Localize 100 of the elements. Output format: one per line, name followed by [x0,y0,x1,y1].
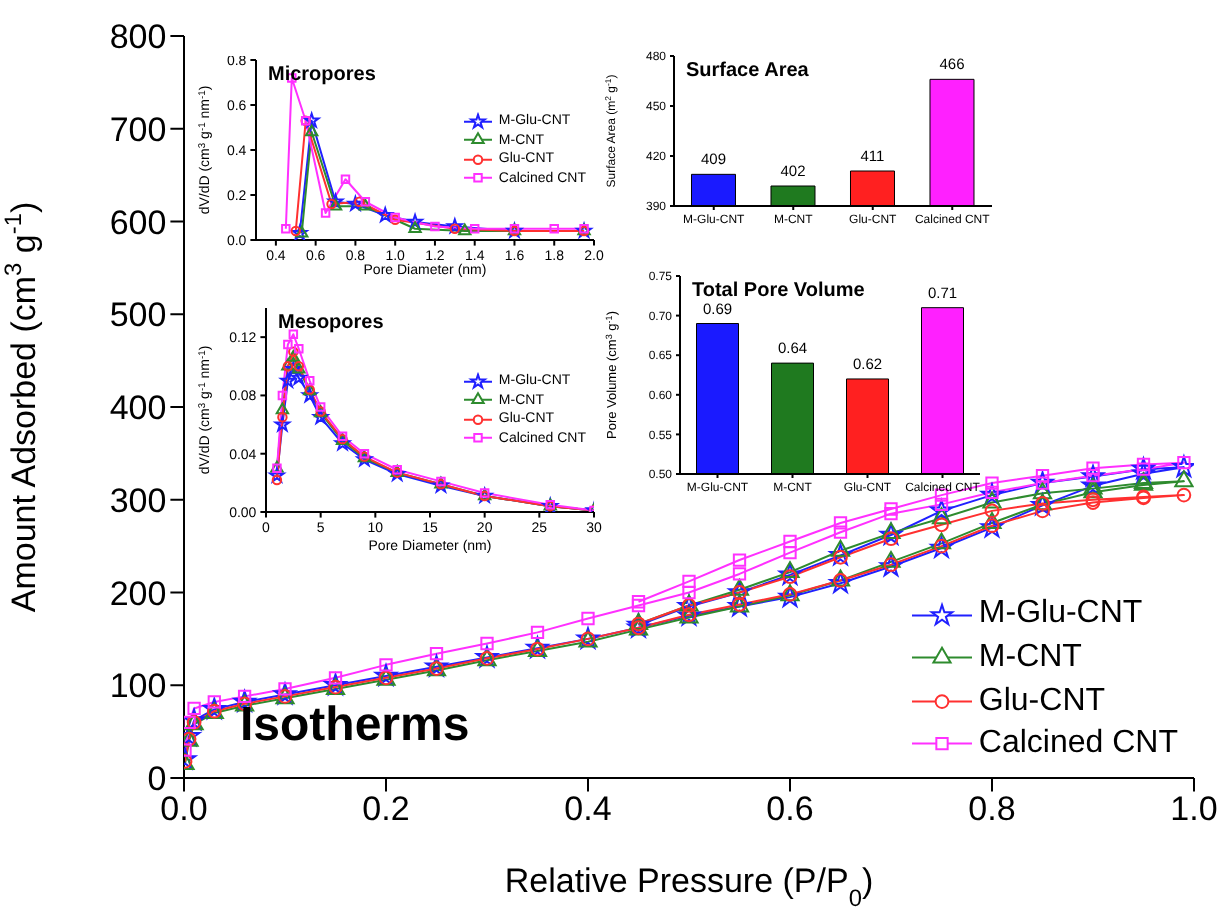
point [1031,471,1054,493]
point [985,476,999,490]
point [980,483,1004,505]
point [1174,470,1194,488]
chart-title: Surface Area [686,60,809,82]
point [879,523,903,545]
point [328,198,343,211]
x-tick-label: 0.8 [968,789,1016,828]
y-tick-label: 300 [109,481,167,520]
point [530,625,545,640]
legend-label: M-CNT [978,640,1082,677]
point [931,507,952,525]
point [884,507,898,521]
chart-title: Micropores [268,64,376,86]
point [377,207,393,222]
point [631,598,646,613]
point [1172,455,1194,477]
point [881,550,901,568]
y-tick-label: 700 [109,110,167,149]
legend-label: Calcined CNT [978,726,1178,763]
point [277,412,288,423]
point [274,416,291,432]
point [982,512,1002,529]
point [281,224,291,234]
point [778,563,802,585]
x-axis-title: Relative Pressure (P/P$_{0}$) [504,862,874,908]
point [934,517,949,533]
point [294,344,304,354]
point [430,221,440,232]
point [833,525,848,539]
point [320,208,331,218]
point [408,221,422,234]
point [315,402,326,412]
point [286,349,301,362]
point [581,611,595,626]
point [458,223,472,236]
point [833,516,848,530]
point [379,658,393,672]
point [982,491,1002,509]
point [304,376,315,386]
legend-label: M-Glu-CNT [978,596,1143,633]
point [407,213,423,229]
point [1081,464,1105,487]
point [830,539,851,557]
point [783,545,797,560]
point [340,174,351,184]
point [732,567,747,581]
legend-label: Glu-CNT [978,683,1106,720]
point [884,502,898,516]
point [1132,457,1155,479]
x-tick-label: 0.2 [362,789,410,828]
chart-title: Mesopores [278,312,384,334]
point [277,390,288,401]
point [469,224,480,234]
x-tick-label: 1.0 [1170,789,1218,828]
point [783,534,797,549]
point [429,647,444,661]
y-tick-label: 100 [109,667,167,706]
point [447,218,463,234]
point [732,553,747,567]
point [931,532,952,550]
point [304,124,319,137]
x-tick-label: 0.4 [564,789,612,828]
y-tick-label: 400 [109,389,167,428]
point [729,578,750,596]
chart-title: Total Pore Volume [692,280,865,302]
point [1176,487,1192,503]
point [291,369,307,385]
point [930,499,953,521]
x-tick-label: 0.6 [766,789,814,828]
point [280,372,296,388]
point [984,503,1000,519]
point [288,346,299,357]
point [312,409,329,424]
point [682,585,696,600]
point [780,561,800,579]
point [728,580,751,603]
y-tick-label: 800 [109,18,167,57]
y-tick-label: 500 [109,296,167,335]
point [1083,481,1103,499]
y-tick-label: 600 [109,203,167,242]
point [1032,482,1053,500]
point [829,543,852,566]
point [549,224,559,234]
point [480,636,494,651]
point [302,387,318,403]
y-tick-label: 200 [109,574,167,613]
point [881,522,901,540]
point [283,339,293,350]
point [682,574,696,589]
point [778,585,802,607]
point [275,402,290,415]
point [187,701,201,716]
point [303,112,320,128]
point [347,195,364,211]
point [334,435,351,451]
annotation: Isotherms [240,698,470,754]
point [631,595,646,609]
point [1086,461,1100,475]
point [1132,462,1155,484]
